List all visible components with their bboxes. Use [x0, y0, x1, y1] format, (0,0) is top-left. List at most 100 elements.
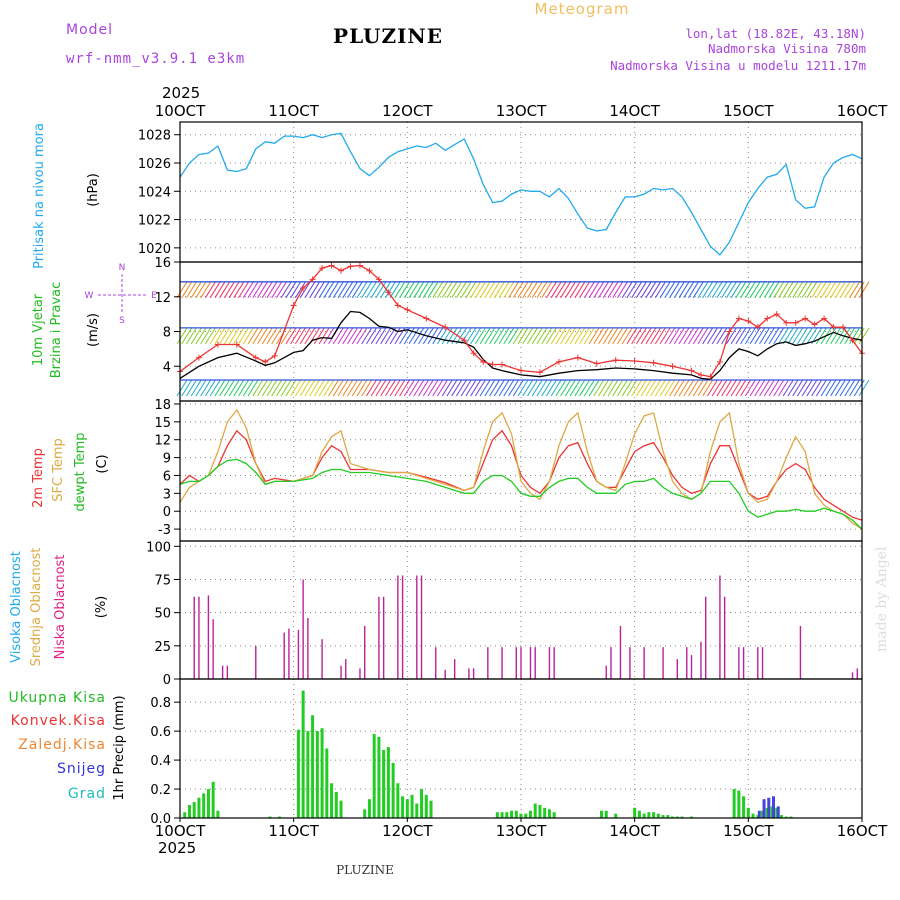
wind-barb [555, 379, 567, 397]
wind-barb [176, 281, 188, 299]
cloud-ytick-label-1: 25 [154, 640, 171, 655]
wind-gust-marker [461, 337, 468, 344]
precip-bar [675, 816, 679, 818]
wind-ytick-label-2: 12 [154, 291, 171, 306]
wind-barb [247, 327, 259, 345]
cloud-bar [288, 628, 290, 679]
wind-barb [820, 379, 832, 397]
wind-gust-marker [802, 315, 809, 322]
wind-barb [470, 379, 482, 397]
xtick-label-top-5: 15OCT [723, 102, 774, 120]
cloud-bar [359, 668, 361, 679]
wind-barb [782, 327, 794, 345]
wind-barb [233, 327, 245, 345]
wind-barb [697, 327, 709, 345]
cloud-bar [255, 645, 257, 679]
wind-barb [707, 327, 718, 345]
precip-bar [604, 810, 608, 818]
wind-barb [555, 327, 567, 345]
wind-barb [797, 379, 808, 397]
wind-barb [569, 379, 581, 397]
wind-barb [285, 327, 297, 345]
precip-bar [192, 802, 196, 818]
precip-legend-snow: Snijeg [57, 761, 106, 777]
wind-barb [489, 379, 501, 397]
precip-axis-title: Ukupna Kisa Konvek.Kisa Zaledj.Kisa Snij… [8, 690, 127, 802]
cloud-bar [856, 668, 858, 679]
precip-bar [746, 807, 750, 818]
precip-bar [543, 807, 547, 818]
wind-barb [294, 327, 306, 345]
wind-barb [550, 379, 562, 397]
wind-barb [659, 379, 671, 397]
wind-barb [332, 281, 344, 299]
wind-barb [650, 379, 662, 397]
precip-bar [519, 813, 523, 818]
wind-barb [811, 281, 823, 299]
wind-barb [323, 379, 335, 397]
wind-barb [778, 379, 789, 397]
wind-barb [238, 327, 249, 345]
wind-barb [664, 327, 676, 345]
wind-barb [280, 327, 292, 345]
wind-barb [711, 281, 723, 299]
wind-barb [370, 281, 382, 299]
xtick-label-top-3: 13OCT [496, 102, 547, 120]
wind-barb [413, 379, 425, 397]
precip-bar [339, 800, 343, 818]
compass-north: N [119, 263, 126, 273]
precip-bar [767, 797, 771, 818]
wind-barb [678, 327, 690, 345]
wind-barb [844, 379, 856, 397]
cloud-bar [619, 625, 622, 679]
wind-barb [456, 281, 467, 299]
wind-gust-marker [271, 352, 278, 359]
wind-barb [740, 379, 752, 397]
precip-bar [211, 781, 215, 818]
wind-barb [209, 379, 221, 397]
wind-barb [446, 379, 458, 397]
wind-barb [654, 379, 666, 397]
wind-barb [204, 379, 216, 397]
wind-gust-marker [669, 363, 676, 370]
wind-barb [697, 281, 709, 299]
wind-barb [347, 281, 358, 299]
wind-barb [721, 379, 733, 397]
wind-barb [195, 327, 207, 345]
cloud-bar [610, 647, 612, 679]
wind-barb [635, 327, 647, 345]
precip-bar [301, 690, 305, 818]
wind-barb [522, 379, 534, 397]
wind-barb [384, 281, 396, 299]
xtick-label-top-1: 11OCT [268, 102, 319, 120]
wind-barb [806, 379, 818, 397]
precip-bar [642, 813, 646, 818]
wind-barb [844, 281, 856, 299]
wind-barb [456, 327, 467, 345]
wind-barb [427, 379, 439, 397]
cloud-bar [382, 596, 385, 679]
wind-barb [858, 281, 870, 299]
wind-barb [849, 327, 860, 345]
wind-gust-marker [830, 324, 837, 331]
wind-barb [683, 379, 695, 397]
wind-barb [266, 327, 278, 345]
wind-gust-marker [612, 357, 619, 364]
precip-bar [666, 815, 670, 818]
wind-barb [574, 379, 586, 397]
wind-barb [389, 379, 401, 397]
wind-barb [598, 281, 609, 299]
wind-barb [815, 327, 827, 345]
cloud-bar [444, 669, 446, 679]
precip-bar [277, 816, 281, 818]
wind-barb [233, 281, 245, 299]
cloud-bar [553, 647, 555, 679]
wind-barb [778, 281, 789, 299]
cloud-ylabel-high: Visoka Oblacnost [9, 551, 24, 663]
precip-bar [779, 815, 783, 818]
wind-barb [219, 281, 231, 299]
wind-barb [299, 281, 311, 299]
precip-legend-convective: Konvek.Kisa [11, 713, 106, 729]
wind-barb [361, 281, 373, 299]
wind-barb [190, 281, 202, 299]
